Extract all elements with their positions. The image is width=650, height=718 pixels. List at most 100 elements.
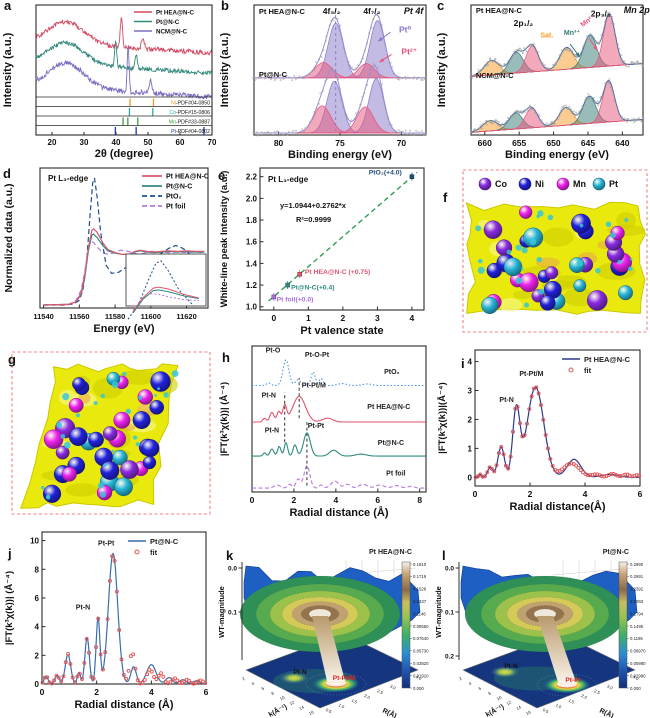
svg-text:11560: 11560	[69, 312, 89, 321]
svg-text:k(Å⁻¹): k(Å⁻¹)	[267, 702, 289, 718]
svg-text:660: 660	[478, 138, 492, 148]
svg-text:2.0: 2.0	[581, 693, 589, 700]
svg-text:2.0: 2.0	[364, 693, 372, 700]
panel-letter-e: e	[218, 168, 226, 183]
svg-text:0.07640: 0.07640	[413, 636, 429, 641]
svg-text:4: 4	[251, 680, 256, 686]
svg-text:Pt HEA@N-C: Pt HEA@N-C	[367, 404, 410, 411]
panel-letter-g: g	[8, 352, 16, 367]
fit-ptnc-chart: 0 2 4 6 0 2 4 6 8 10 Radial distance (Å) |FT(k³χ(k)…	[4, 531, 209, 711]
svg-text:6: 6	[375, 495, 380, 505]
svg-text:12: 12	[506, 699, 513, 706]
svg-text:2: 2	[458, 676, 463, 682]
svg-text:Pt²⁺: Pt²⁺	[401, 46, 417, 56]
svg-text:30: 30	[80, 138, 89, 147]
panel-letter-b: b	[221, 0, 229, 13]
svg-text:Pt@N-C: Pt@N-C	[166, 184, 192, 191]
svg-text:75: 75	[335, 138, 345, 148]
svg-text:50: 50	[144, 138, 153, 147]
svg-text:0.1: 0.1	[228, 610, 237, 617]
svg-text:Pt foil: Pt foil	[386, 470, 405, 477]
svg-text:y=1.0944+0.2762*x: y=1.0944+0.2762*x	[280, 201, 347, 210]
svg-text:2: 2	[241, 676, 246, 682]
svg-text:WT-magnitude: WT-magnitude	[217, 586, 226, 638]
svg-text:Pt-N: Pt-N	[504, 663, 518, 670]
svg-text:0.03820: 0.03820	[413, 661, 429, 666]
svg-text:Pt-Pt/M: Pt-Pt/M	[519, 371, 543, 378]
svg-text:Pt HEA@N-C (+0.75): Pt HEA@N-C (+0.75)	[305, 269, 370, 276]
svg-text:6: 6	[478, 685, 483, 691]
svg-text:16: 16	[525, 709, 532, 716]
svg-text:Mn 2p: Mn 2p	[624, 5, 650, 15]
svg-text:Pt HEA@N-C: Pt HEA@N-C	[476, 6, 523, 15]
svg-text:Pt-Pt: Pt-Pt	[565, 677, 581, 684]
svg-text:Mn: Mn	[573, 179, 586, 189]
svg-text:2p₁/₂: 2p₁/₂	[514, 18, 534, 28]
svg-text:fit: fit	[584, 366, 592, 375]
svg-text:Sat.: Sat.	[540, 33, 553, 40]
svg-text:0.08970: 0.08970	[630, 649, 646, 654]
svg-text:10: 10	[30, 537, 39, 546]
svg-text:1: 1	[306, 313, 311, 323]
svg-text:2: 2	[292, 495, 297, 505]
svg-text:0.09550: 0.09550	[413, 624, 429, 629]
svg-text:0.1528: 0.1528	[413, 587, 427, 592]
svg-text:0.05730: 0.05730	[413, 649, 429, 654]
svg-text:Pt@N-C: Pt@N-C	[156, 19, 180, 26]
svg-text:Pt-PDF#04-0802: Pt-PDF#04-0802	[171, 129, 210, 135]
svg-text:4: 4	[35, 623, 40, 632]
svg-text:fit: fit	[150, 548, 158, 557]
svg-text:1.8: 1.8	[246, 216, 258, 225]
panel-letter-c: c	[437, 0, 445, 13]
svg-text:1.0: 1.0	[246, 303, 258, 312]
svg-text:Pt HEA@N-C: Pt HEA@N-C	[166, 174, 209, 181]
svg-text:Pt⁰: Pt⁰	[399, 24, 412, 34]
svg-text:Pt-N: Pt-N	[76, 604, 90, 611]
valence-scatter-chart: 0 1 2 3 4 1.0 1.2 1.4 1.6 1.8 2.0 2.2 Pt valence sta…	[219, 167, 425, 337]
svg-text:4.0: 4.0	[632, 674, 640, 681]
svg-text:0.05980: 0.05980	[630, 661, 646, 666]
svg-text:Pt HEA@N-C: Pt HEA@N-C	[369, 549, 412, 556]
svg-text:1.4: 1.4	[246, 259, 258, 268]
svg-text:Pt-N: Pt-N	[262, 392, 276, 399]
svg-text:0.02990: 0.02990	[630, 673, 646, 678]
svg-text:4f₇/₂: 4f₇/₂	[363, 6, 380, 16]
panel-letter-f: f	[443, 190, 448, 205]
panel-g: g	[0, 340, 216, 520]
xps-mn2p-chart: 660 655 650 645 640 Binding energy (eV) Intens…	[436, 4, 650, 160]
svg-text:0.1495: 0.1495	[630, 624, 644, 629]
svg-text:655: 655	[512, 138, 526, 148]
svg-text:1.5: 1.5	[351, 698, 359, 705]
svg-text:6: 6	[35, 594, 40, 603]
svg-text:3.0: 3.0	[389, 684, 397, 691]
svg-text:Pt HEA@N-C: Pt HEA@N-C	[259, 7, 306, 16]
svg-text:6: 6	[204, 687, 209, 697]
svg-text:4: 4	[583, 489, 588, 499]
svg-text:11600: 11600	[141, 312, 161, 321]
svg-text:2: 2	[94, 687, 99, 697]
panel-letter-d: d	[3, 166, 11, 181]
svg-text:0.0: 0.0	[445, 566, 454, 573]
svg-text:0.5: 0.5	[325, 707, 333, 714]
svg-text:R(Å): R(Å)	[381, 706, 398, 718]
svg-text:16: 16	[308, 709, 315, 716]
svg-text:Intensity (a.u.): Intensity (a.u.)	[219, 32, 231, 107]
panel-l: l 0.0 0.1 0.2 WT-magnitude 2 4 6 8 10 12 14 16 0.5 1.…	[433, 520, 650, 718]
svg-text:0: 0	[271, 313, 276, 323]
svg-text:Binding energy (eV): Binding energy (eV)	[288, 149, 392, 160]
svg-text:4f₅/₂: 4f₅/₂	[323, 6, 341, 16]
svg-text:Pt L₃-edge: Pt L₃-edge	[268, 175, 309, 184]
svg-text:2: 2	[340, 313, 345, 323]
svg-text:8: 8	[35, 565, 40, 574]
svg-text:14: 14	[515, 704, 522, 711]
svg-text:0.2990: 0.2990	[630, 562, 644, 567]
panel-c: c 660 655 650 645 640 Binding energy (eV) Inte…	[433, 0, 650, 160]
panel-b: b 80 75 70 Binding energy (eV) Intensity (a.…	[216, 0, 433, 160]
svg-text:3: 3	[375, 313, 380, 323]
svg-text:Pt@N-C: Pt@N-C	[259, 70, 288, 79]
panel-letter-k: k	[226, 548, 234, 563]
svg-text:2: 2	[35, 651, 40, 660]
